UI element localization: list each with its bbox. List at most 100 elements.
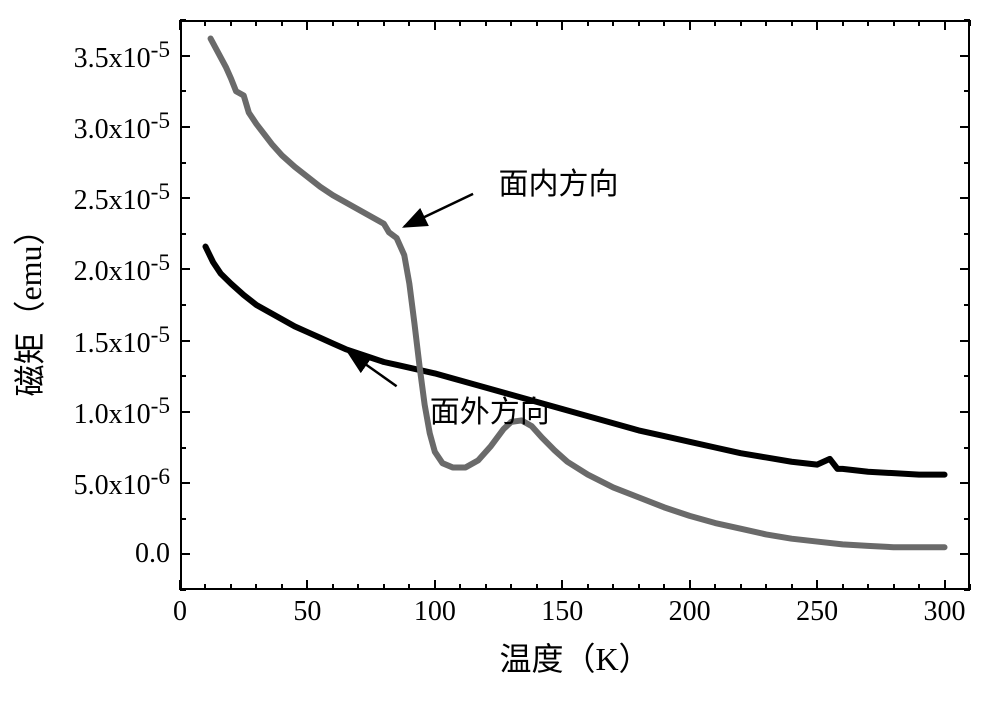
x-minor-tick — [281, 20, 283, 26]
x-minor-tick — [765, 20, 767, 26]
y-tick — [960, 340, 970, 342]
x-tick — [561, 20, 563, 30]
y-tick — [180, 197, 190, 199]
x-minor-tick — [918, 20, 920, 26]
x-tick-label: 300 — [924, 596, 966, 628]
y-axis-title: 磁矩（emu） — [5, 213, 51, 396]
x-axis-title: 温度（K） — [499, 634, 650, 680]
x-minor-tick — [357, 584, 359, 590]
y-tick — [180, 340, 190, 342]
x-minor-tick — [536, 20, 538, 26]
y-tick — [960, 268, 970, 270]
annotation-label: 面内方向 — [499, 159, 619, 203]
y-minor-tick — [964, 304, 970, 306]
y-tick — [180, 411, 190, 413]
y-tick — [960, 553, 970, 555]
x-minor-tick — [459, 584, 461, 590]
y-tick-label: 1.5x10-5 — [74, 321, 170, 359]
x-minor-tick — [408, 584, 410, 590]
x-tick — [306, 580, 308, 590]
x-minor-tick — [867, 584, 869, 590]
x-minor-tick — [714, 20, 716, 26]
x-tick — [816, 20, 818, 30]
y-minor-tick — [180, 589, 186, 591]
x-minor-tick — [612, 20, 614, 26]
x-minor-tick — [587, 584, 589, 590]
x-minor-tick — [740, 20, 742, 26]
y-minor-tick — [964, 233, 970, 235]
x-tick-label: 200 — [669, 596, 711, 628]
x-minor-tick — [740, 584, 742, 590]
y-minor-tick — [964, 90, 970, 92]
x-minor-tick — [536, 584, 538, 590]
x-minor-tick — [842, 584, 844, 590]
x-tick-label: 250 — [796, 596, 838, 628]
x-minor-tick — [255, 584, 257, 590]
x-minor-tick — [918, 584, 920, 590]
y-tick — [180, 553, 190, 555]
x-minor-tick — [714, 584, 716, 590]
y-tick-label: 3.0x10-5 — [74, 108, 170, 146]
y-tick-label: 2.5x10-5 — [74, 179, 170, 217]
x-tick — [434, 20, 436, 30]
chart-stage: 磁矩（emu） 温度（K） 0501001502002503000.05.0x1… — [0, 0, 1000, 705]
y-tick — [960, 411, 970, 413]
y-minor-tick — [964, 518, 970, 520]
x-tick — [944, 20, 946, 30]
y-tick — [960, 55, 970, 57]
y-tick — [960, 126, 970, 128]
x-minor-tick — [791, 584, 793, 590]
y-minor-tick — [180, 233, 186, 235]
x-minor-tick — [893, 20, 895, 26]
x-tick — [434, 580, 436, 590]
y-tick — [960, 197, 970, 199]
y-tick — [960, 482, 970, 484]
x-minor-tick — [765, 584, 767, 590]
x-minor-tick — [485, 20, 487, 26]
x-minor-tick — [383, 20, 385, 26]
x-minor-tick — [485, 584, 487, 590]
series-面外方向 — [205, 247, 944, 475]
y-minor-tick — [964, 447, 970, 449]
y-minor-tick — [180, 518, 186, 520]
x-minor-tick — [357, 20, 359, 26]
x-tick-label: 150 — [541, 596, 583, 628]
y-tick-label: 1.0x10-5 — [74, 393, 170, 431]
y-minor-tick — [180, 90, 186, 92]
x-minor-tick — [612, 584, 614, 590]
x-minor-tick — [893, 584, 895, 590]
x-tick-label: 50 — [293, 596, 321, 628]
y-tick-label: 2.0x10-5 — [74, 250, 170, 288]
x-minor-tick — [204, 584, 206, 590]
y-tick — [180, 482, 190, 484]
x-minor-tick — [510, 584, 512, 590]
y-minor-tick — [180, 19, 186, 21]
y-tick — [180, 126, 190, 128]
x-tick — [306, 20, 308, 30]
x-minor-tick — [842, 20, 844, 26]
y-tick-label: 3.5x10-5 — [74, 36, 170, 74]
x-tick — [561, 580, 563, 590]
x-minor-tick — [383, 584, 385, 590]
y-minor-tick — [964, 375, 970, 377]
x-tick — [689, 580, 691, 590]
x-minor-tick — [663, 584, 665, 590]
x-minor-tick — [663, 20, 665, 26]
x-tick — [816, 580, 818, 590]
x-minor-tick — [255, 20, 257, 26]
x-tick — [689, 20, 691, 30]
y-tick — [180, 268, 190, 270]
x-tick-label: 0 — [173, 596, 187, 628]
x-minor-tick — [281, 584, 283, 590]
x-tick — [944, 580, 946, 590]
y-minor-tick — [964, 162, 970, 164]
y-minor-tick — [964, 19, 970, 21]
y-minor-tick — [180, 162, 186, 164]
x-minor-tick — [510, 20, 512, 26]
x-minor-tick — [587, 20, 589, 26]
x-minor-tick — [638, 20, 640, 26]
y-tick-label: 0.0 — [135, 538, 170, 570]
y-minor-tick — [180, 304, 186, 306]
x-minor-tick — [459, 20, 461, 26]
y-tick-label: 5.0x10-6 — [74, 464, 170, 502]
